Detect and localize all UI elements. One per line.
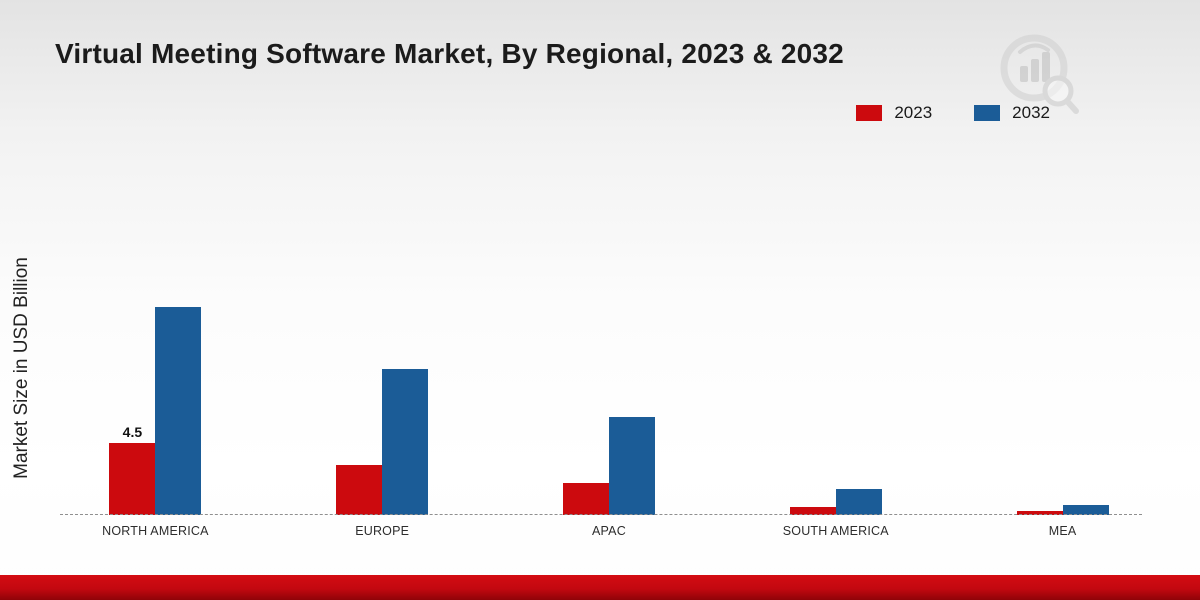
legend: 2023 2032	[856, 103, 1050, 123]
x-axis-baseline	[60, 514, 1142, 515]
x-axis-category-label: MEA	[1048, 524, 1077, 538]
x-axis-category-label: EUROPE	[355, 524, 410, 538]
bar-group-south-america: SOUTH AMERICA	[783, 245, 889, 538]
legend-item-2023: 2023	[856, 103, 932, 123]
bottom-red-strip	[0, 575, 1200, 600]
x-axis-category-label: NORTH AMERICA	[102, 524, 209, 538]
chart-title: Virtual Meeting Software Market, By Regi…	[55, 38, 844, 69]
bar-2023-north-america: 4.5	[109, 424, 156, 515]
x-axis-category-label: SOUTH AMERICA	[782, 524, 889, 538]
bar-2032-mea	[1062, 505, 1109, 515]
legend-swatch-2023	[856, 105, 883, 121]
legend-label: 2032	[1012, 103, 1050, 122]
plot-area: 4.5 NORTH AMERICA EUROPE APAC SOUTH AMERICA M…	[42, 245, 1176, 538]
bar-2032-north-america	[155, 307, 202, 515]
legend-swatch-2032	[974, 105, 1001, 121]
bar-group-europe: EUROPE	[336, 245, 429, 538]
bar-2023-mea	[1016, 511, 1063, 515]
bar-group-apac: APAC	[562, 245, 655, 538]
bar-2023-europe	[336, 465, 383, 515]
x-axis-category-label: APAC	[592, 524, 626, 538]
bar-2032-south-america	[835, 489, 882, 515]
bar-group-north-america: 4.5 NORTH AMERICA	[102, 245, 208, 538]
legend-item-2032: 2032	[974, 103, 1050, 123]
bar-2032-apac	[608, 417, 655, 515]
bar-2032-europe	[382, 369, 429, 515]
bar-group-mea: MEA	[1016, 245, 1109, 538]
watermark-logo-icon	[1000, 34, 1079, 114]
bar-2023-apac	[562, 483, 609, 515]
bar-value-label: 4.5	[122, 424, 143, 440]
legend-label: 2023	[894, 103, 933, 122]
y-axis-label: Market Size in USD Billion	[11, 257, 32, 479]
bar-2023-south-america	[789, 507, 836, 515]
